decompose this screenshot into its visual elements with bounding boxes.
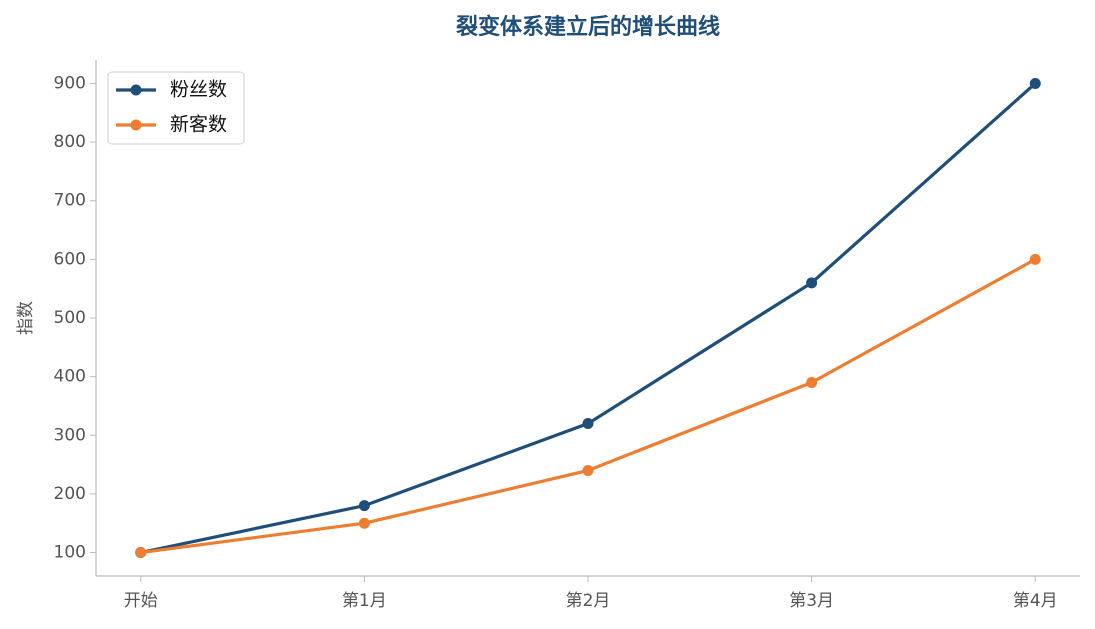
y-tick-label: 700 [54,191,86,211]
data-point [135,547,147,559]
data-point [582,418,594,430]
chart-title: 裂变体系建立后的增长曲线 [456,14,720,40]
x-tick-label: 第3月 [789,591,834,611]
data-point [806,377,818,388]
series-line [140,257,1037,555]
legend-marker [130,84,142,96]
y-axis-label: 指数 [16,301,36,335]
series-line [140,82,1037,555]
x-tick-label: 第4月 [1013,591,1058,611]
x-tick-label: 第2月 [566,591,611,611]
data-point [1029,253,1041,265]
data-point [806,277,818,289]
y-tick-label: 900 [54,73,86,93]
data-point [582,464,594,476]
data-point [358,517,370,529]
y-tick-label: 500 [54,308,86,328]
y-tick-label: 200 [54,484,86,504]
legend-label: 粉丝数 [170,79,227,101]
y-tick-label: 600 [54,249,86,269]
x-tick-label: 第1月 [342,591,387,611]
y-tick-label: 800 [54,132,86,152]
y-tick-label: 300 [54,425,86,445]
y-tick-label: 100 [54,543,86,563]
y-tick-label: 400 [54,367,86,387]
legend-label: 新客数 [170,114,227,136]
legend-marker [130,119,142,131]
x-tick-label: 开始 [124,591,158,611]
data-point [1029,77,1041,89]
data-point [358,500,370,512]
